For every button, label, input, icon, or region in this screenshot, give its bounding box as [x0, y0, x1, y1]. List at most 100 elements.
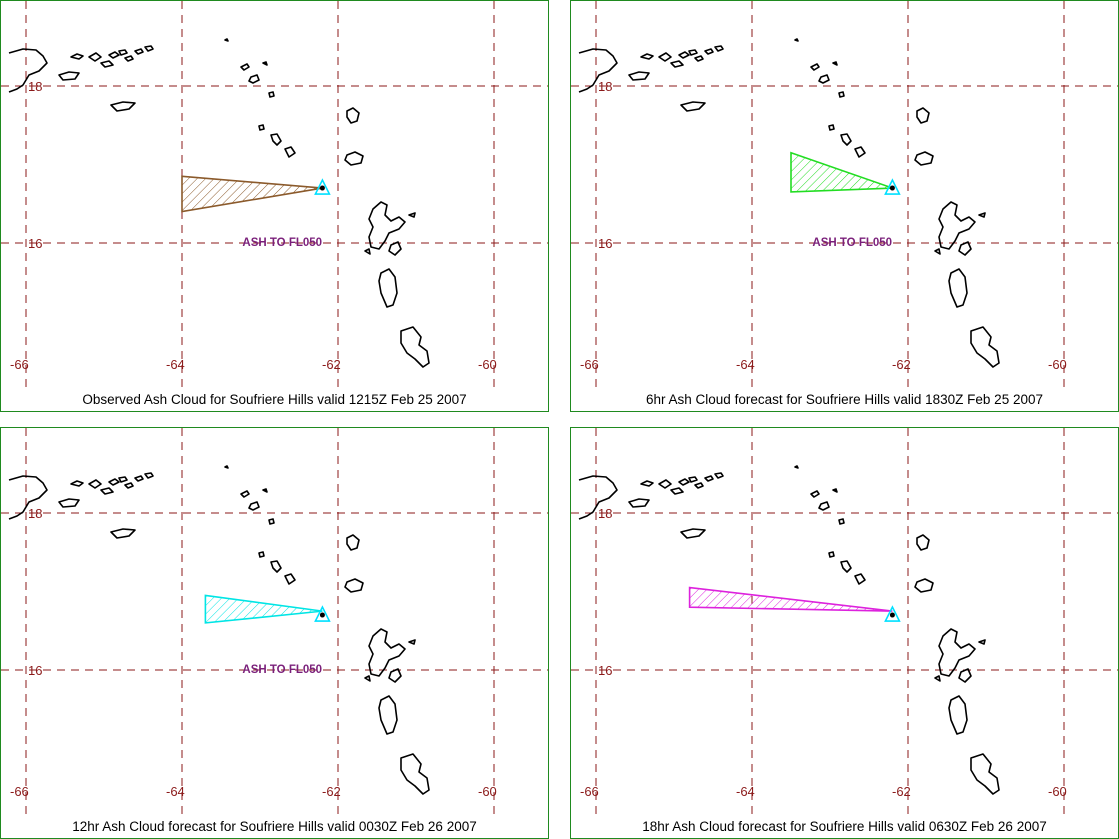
coastline	[110, 528, 136, 539]
coastline	[262, 61, 268, 66]
coastline	[134, 48, 144, 55]
coastline	[714, 45, 724, 52]
coastline	[118, 49, 128, 56]
coastline	[240, 490, 250, 498]
coastline	[284, 573, 296, 585]
panel-caption: Observed Ash Cloud for Soufriere Hills v…	[82, 392, 467, 407]
longitude-label: -66	[10, 784, 29, 799]
coastline	[794, 465, 799, 469]
coastline	[248, 501, 260, 511]
longitude-label: -62	[892, 357, 911, 372]
coastline	[828, 551, 835, 558]
coastline	[388, 668, 402, 683]
coastline	[840, 133, 852, 146]
longitude-label: -60	[1048, 784, 1067, 799]
coastline	[58, 498, 80, 508]
coastline	[948, 695, 968, 735]
coastline	[704, 48, 714, 55]
volcano-triangle-icon	[314, 605, 331, 622]
coastline	[916, 107, 930, 124]
panel-caption: 6hr Ash Cloud forecast for Soufriere Hil…	[646, 392, 1043, 407]
ash-level-label: ASH TO FL050	[242, 664, 322, 676]
coastline	[144, 45, 154, 52]
coastline	[344, 578, 364, 593]
coastline	[270, 560, 282, 573]
coastline	[224, 38, 229, 42]
ash-cloud-polygon	[181, 175, 323, 213]
ash-cloud-polygon	[688, 586, 893, 612]
coastline	[678, 51, 690, 59]
map-canvas: -66 -64 -62 -60 18 16 ASH TO FL050	[571, 1, 1118, 391]
coastline	[704, 475, 714, 482]
coastline	[958, 668, 972, 683]
coastline	[364, 675, 371, 682]
coastline	[270, 133, 282, 146]
coastline	[368, 628, 406, 677]
coastline	[694, 55, 704, 62]
coastline	[108, 51, 120, 59]
coastline	[714, 472, 724, 479]
coastline	[88, 52, 102, 62]
coastline	[914, 151, 934, 166]
coastline	[378, 695, 398, 735]
volcano-triangle-icon	[314, 178, 331, 195]
coastline	[688, 476, 698, 483]
coastline	[832, 61, 838, 66]
longitude-label: -64	[166, 357, 185, 372]
coastline	[100, 487, 114, 495]
ash-level-label: ASH TO FL050	[242, 237, 322, 249]
coastline	[118, 476, 128, 483]
volcano-dot-icon	[319, 612, 325, 618]
coastline	[978, 639, 986, 645]
coastline	[934, 675, 941, 682]
panel-caption: 12hr Ash Cloud forecast for Soufriere Hi…	[72, 819, 477, 834]
map-panel-observed: -66 -64 -62 -60 18 16 ASH TO FL050 Observed As…	[0, 0, 549, 412]
coastline	[694, 482, 704, 489]
coastline	[970, 326, 1000, 368]
coastline	[8, 475, 48, 520]
coastline	[144, 472, 154, 479]
map-panel-forecast-6hr: -66 -64 -62 -60 18 16 ASH TO FL050 6hr Ash Clo…	[570, 0, 1119, 412]
coastline	[854, 573, 866, 585]
volcano-dot-icon	[889, 612, 895, 618]
latitude-label: 16	[598, 663, 612, 678]
coastline	[70, 480, 84, 487]
coastline	[838, 91, 845, 98]
coastline	[914, 578, 934, 593]
volcano-triangle-icon	[884, 178, 901, 195]
coastline	[640, 53, 654, 60]
latitude-label: 18	[598, 79, 612, 94]
longitude-label: -64	[736, 357, 755, 372]
coastline	[818, 74, 830, 84]
coastline	[678, 478, 690, 486]
coastline	[258, 551, 265, 558]
longitude-label: -66	[10, 357, 29, 372]
longitude-label: -66	[580, 357, 599, 372]
coastline	[628, 71, 650, 81]
longitude-label: -60	[1048, 357, 1067, 372]
coastline	[100, 60, 114, 68]
volcano-dot-icon	[889, 185, 895, 191]
coastline	[268, 91, 275, 98]
coastline	[124, 482, 134, 489]
coastline	[948, 268, 968, 308]
latitude-label: 16	[598, 236, 612, 251]
coastline	[688, 49, 698, 56]
latitude-label: 16	[28, 663, 42, 678]
coastline	[88, 479, 102, 489]
coastline	[240, 63, 250, 71]
latitude-label: 18	[598, 506, 612, 521]
latitude-label: 16	[28, 236, 42, 251]
coastline	[368, 201, 406, 250]
longitude-label: -64	[166, 784, 185, 799]
coastline	[344, 151, 364, 166]
longitude-label: -60	[478, 784, 497, 799]
coastline	[916, 534, 930, 551]
ash-level-label: ASH TO FL050	[812, 237, 892, 249]
coastline	[578, 48, 618, 93]
coastline	[346, 107, 360, 124]
map-canvas: -66 -64 -62 -60 18 16	[571, 428, 1118, 818]
coastline	[934, 248, 941, 255]
coastline	[810, 490, 820, 498]
panel-caption: 18hr Ash Cloud forecast for Soufriere Hi…	[642, 819, 1047, 834]
